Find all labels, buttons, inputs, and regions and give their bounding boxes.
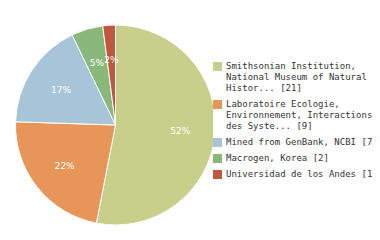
html-text:Smithsonian Institution, Natio: Smithsonian Institution, National Museum… — [226, 60, 367, 93]
svg-text:22%: 22% — [55, 161, 75, 171]
svg-text:2%: 2% — [104, 55, 119, 65]
html-text:Mined from GenBank, NCBI [7]: Mined from GenBank, NCBI [7] — [226, 136, 378, 147]
svg-text:17%: 17% — [51, 85, 71, 95]
html-text:Macrogen, Korea [2]: Macrogen, Korea [2] — [226, 152, 329, 163]
html-text:Laboratoire Ecologie, Environn: Laboratoire Ecologie, Environnement, Int… — [226, 98, 373, 131]
html-text:Universidad de los Andes [1]: Universidad de los Andes [1] — [226, 168, 378, 179]
svg-text:52%: 52% — [170, 126, 190, 136]
svg-text:5%: 5% — [90, 58, 105, 68]
